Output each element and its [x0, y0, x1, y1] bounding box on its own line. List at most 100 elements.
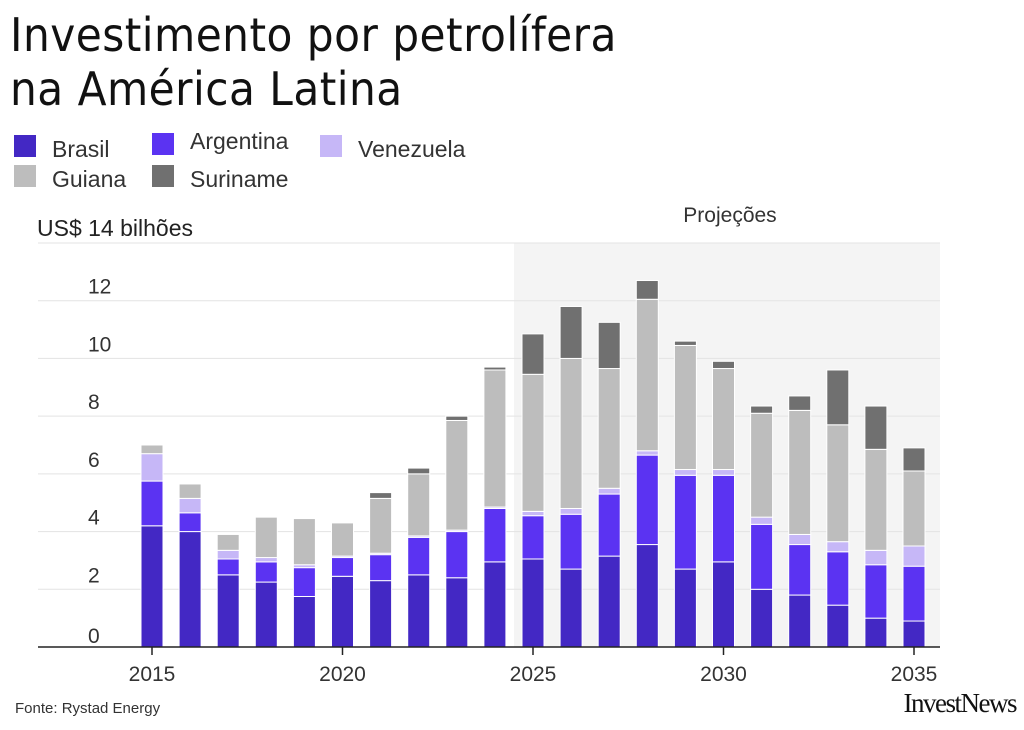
source-note: Fonte: Rystad Energy — [15, 700, 161, 717]
y-tick-label-0: 0 — [88, 625, 100, 648]
y-tick-label-12: 12 — [88, 276, 111, 299]
bar-argentina-2016 — [178, 512, 202, 533]
bar-guiana-2034 — [864, 448, 888, 551]
bar-argentina-2021 — [369, 554, 393, 582]
bar-brasil-2018 — [254, 581, 278, 648]
y-tick-label-6: 6 — [88, 449, 100, 472]
bar-guiana-2017 — [216, 533, 240, 551]
bar-brasil-2024 — [483, 561, 507, 648]
bar-guiana-2027 — [597, 368, 621, 489]
x-tick-label-2030: 2030 — [700, 663, 747, 686]
legend-swatch-suriname — [152, 164, 174, 187]
bar-guiana-2021 — [369, 497, 393, 554]
legend-item-venezuela: Venezuela — [320, 132, 465, 162]
bar-brasil-2026 — [559, 568, 583, 648]
bar-suriname-2025 — [521, 333, 545, 375]
bar-suriname-2026 — [559, 305, 583, 359]
bar-guiana-2025 — [521, 373, 545, 512]
bar-argentina-2030 — [712, 474, 735, 563]
bar-argentina-2035 — [902, 565, 926, 622]
bar-brasil-2034 — [864, 617, 888, 648]
bar-brasil-2022 — [407, 574, 431, 648]
bar-suriname-2031 — [750, 405, 774, 414]
legend-item-guiana: Guiana — [14, 162, 126, 192]
bar-guiana-2020 — [331, 522, 354, 557]
bar-argentina-2031 — [750, 523, 774, 590]
bar-suriname-2029 — [673, 340, 697, 346]
legend-label-brasil: Brasil — [52, 136, 110, 162]
bar-brasil-2019 — [292, 596, 316, 648]
legend-swatch-guiana — [14, 164, 36, 187]
bar-suriname-2032 — [788, 395, 812, 411]
y-axis-label: US$ 14 bilhões — [37, 215, 193, 241]
bar-guiana-2024 — [483, 369, 507, 508]
bar-brasil-2028 — [635, 544, 659, 648]
bar-brasil-2025 — [521, 558, 545, 648]
bar-brasil-2020 — [331, 575, 354, 648]
x-tick-label-2025: 2025 — [510, 663, 557, 686]
bar-suriname-2021 — [369, 492, 393, 499]
bar-guiana-2016 — [178, 483, 202, 499]
y-tick-label-8: 8 — [88, 391, 100, 414]
legend-item-argentina: Argentina — [152, 128, 289, 157]
bar-venezuela-2015 — [140, 453, 164, 482]
bar-guiana-2019 — [292, 518, 316, 566]
bar-argentina-2020 — [331, 557, 354, 577]
bar-guiana-2015 — [140, 444, 164, 455]
bar-brasil-2033 — [826, 604, 850, 648]
bar-guiana-2029 — [673, 344, 697, 471]
legend-label-suriname: Suriname — [190, 166, 289, 192]
projection-label: Projeções — [683, 204, 776, 227]
bar-venezuela-2032 — [788, 533, 812, 546]
x-tick-label-2020: 2020 — [319, 663, 366, 686]
bar-brasil-2027 — [597, 555, 621, 648]
y-tick-label-10: 10 — [88, 333, 111, 356]
brand-logo: InvestNews — [903, 688, 1018, 718]
bar-argentina-2033 — [826, 551, 850, 606]
bar-venezuela-2031 — [750, 516, 774, 525]
bar-brasil-2023 — [445, 577, 469, 648]
bar-argentina-2026 — [559, 513, 583, 570]
legend: Brasil Argentina Venezuela Guiana Surina… — [14, 128, 534, 194]
legend-swatch-argentina — [152, 132, 174, 155]
bar-venezuela-2034 — [864, 549, 888, 566]
bar-venezuela-2018 — [254, 557, 278, 563]
bar-venezuela-2033 — [826, 541, 850, 553]
bar-guiana-2033 — [826, 424, 850, 543]
bar-argentina-2032 — [788, 544, 812, 596]
bar-argentina-2019 — [292, 567, 316, 598]
bar-suriname-2028 — [635, 280, 659, 300]
bar-brasil-2035 — [902, 620, 926, 648]
bar-argentina-2022 — [407, 536, 431, 576]
bar-venezuela-2027 — [597, 487, 621, 495]
bar-venezuela-2028 — [635, 450, 659, 456]
legend-item-suriname: Suriname — [152, 162, 288, 192]
bar-argentina-2028 — [635, 454, 659, 546]
bar-suriname-2034 — [864, 405, 888, 450]
bar-brasil-2031 — [750, 588, 774, 648]
bar-argentina-2024 — [483, 507, 507, 563]
bar-guiana-2026 — [559, 357, 583, 509]
bar-guiana-2018 — [254, 516, 278, 559]
bar-suriname-2022 — [407, 467, 431, 475]
y-tick-label-2: 2 — [88, 564, 100, 587]
bar-argentina-2027 — [597, 493, 621, 557]
y-tick-label-4: 4 — [88, 507, 100, 530]
bar-venezuela-2026 — [559, 507, 583, 515]
bar-guiana-2028 — [635, 298, 659, 452]
bar-suriname-2030 — [712, 360, 735, 370]
chart-title-line-2: na América Latina — [10, 62, 403, 116]
bar-brasil-2032 — [788, 594, 812, 648]
bar-suriname-2024 — [483, 366, 507, 371]
bar-venezuela-2017 — [216, 549, 240, 560]
bar-brasil-2021 — [369, 580, 393, 648]
bar-guiana-2031 — [750, 412, 774, 518]
x-tick-label-2035: 2035 — [891, 663, 938, 686]
bar-argentina-2029 — [673, 474, 697, 570]
bar-brasil-2015 — [140, 525, 164, 648]
legend-label-argentina: Argentina — [190, 128, 289, 154]
legend-label-guiana: Guiana — [52, 166, 127, 192]
bar-suriname-2035 — [902, 447, 926, 472]
bar-venezuela-2025 — [521, 510, 545, 517]
